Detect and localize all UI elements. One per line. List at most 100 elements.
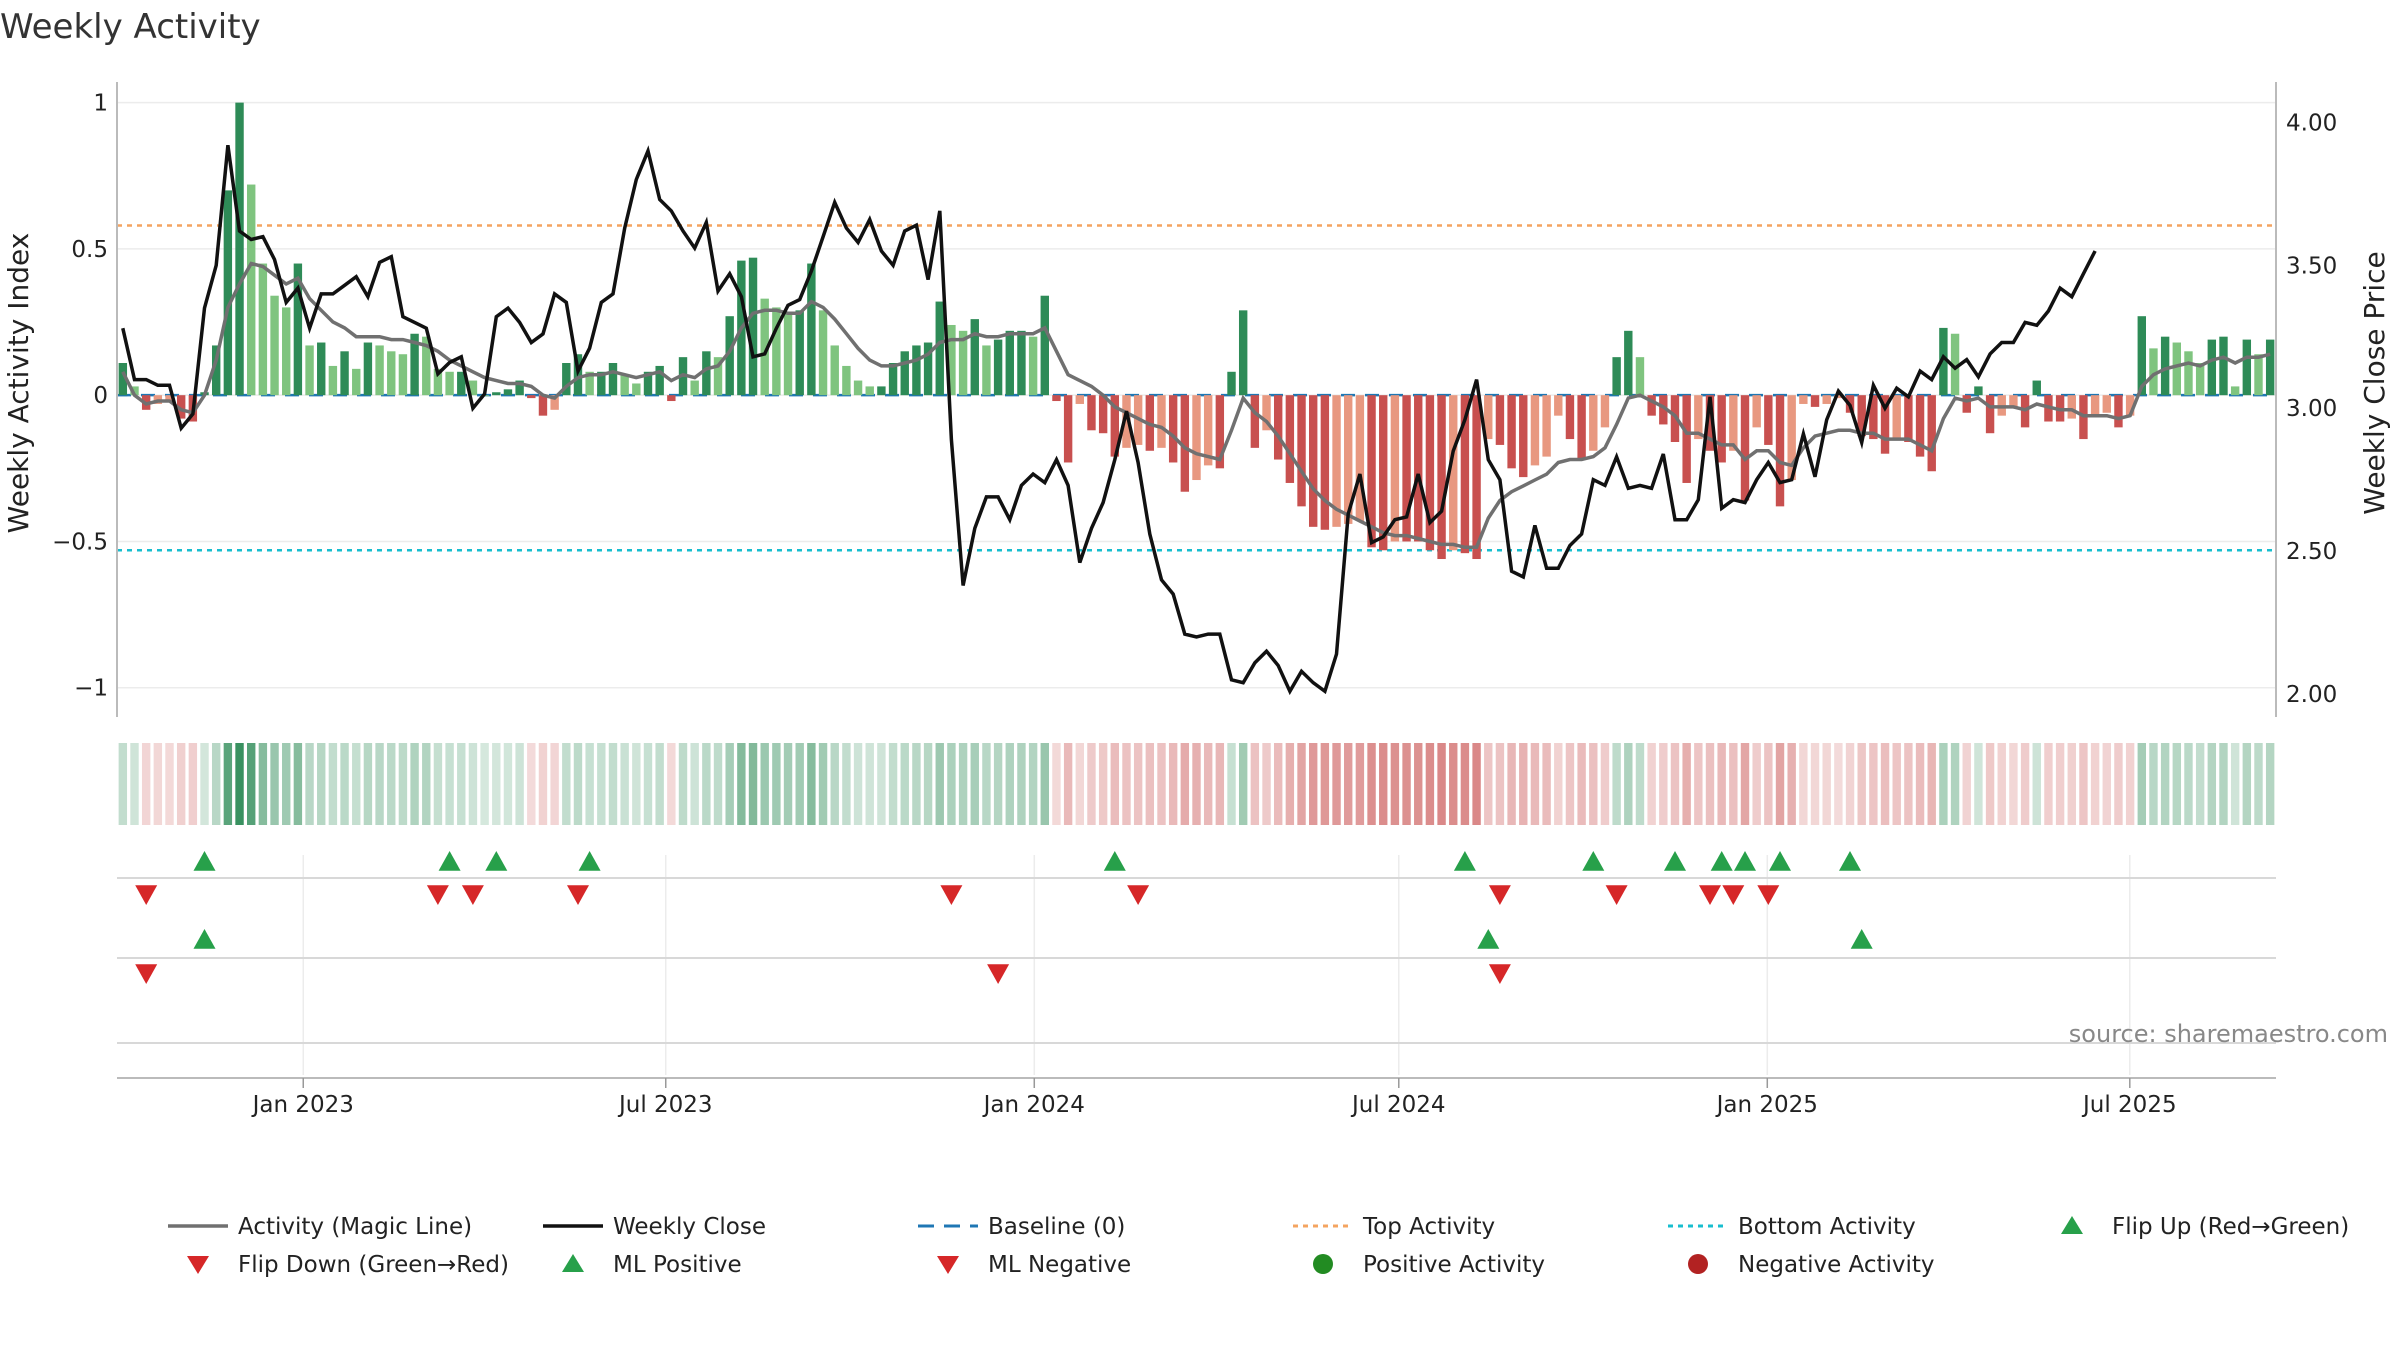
activity-bar-93 <box>1203 395 1213 466</box>
flip-down-marker-1 <box>426 885 449 905</box>
heat-cell-103 <box>1320 743 1330 825</box>
heat-cell-184 <box>2265 743 2275 825</box>
heat-cell-115 <box>1460 743 1470 825</box>
heat-cell-25 <box>410 743 419 825</box>
y-left-tick-label-4: −1 <box>74 676 108 702</box>
flip-down-marker-3 <box>567 885 589 905</box>
flip-down-marker-4 <box>940 885 963 905</box>
heat-cell-172 <box>2125 743 2135 825</box>
activity-bar-127 <box>1600 395 1610 428</box>
activity-bar-85 <box>1110 395 1120 457</box>
activity-bar-72 <box>958 330 968 396</box>
heat-cell-78 <box>1028 743 1038 825</box>
heat-cell-110 <box>1402 743 1411 825</box>
flip-up-marker-6 <box>1582 851 1605 871</box>
legend-label-weekly-close: Weekly Close <box>613 1214 766 1240</box>
heat-cell-135 <box>1694 743 1703 825</box>
activity-bar-38 <box>562 363 571 396</box>
heat-cell-14 <box>282 743 291 825</box>
heat-cell-144 <box>1799 743 1808 825</box>
heat-cell-112 <box>1425 743 1435 825</box>
activity-bar-84 <box>1098 395 1108 434</box>
heat-cell-100 <box>1285 743 1295 825</box>
heat-cell-72 <box>958 743 968 825</box>
heat-cell-140 <box>1752 743 1761 825</box>
heat-cell-107 <box>1367 743 1376 825</box>
heat-cell-125 <box>1577 743 1586 825</box>
activity-bar-145 <box>1810 395 1820 407</box>
activity-bar-100 <box>1285 395 1295 483</box>
heat-cell-175 <box>2160 743 2170 825</box>
heat-cell-58 <box>795 743 804 825</box>
activity-bar-136 <box>1705 395 1715 451</box>
y-left-tick-label-1: 0.5 <box>71 237 108 263</box>
heat-cell-31 <box>480 743 489 825</box>
heat-cell-95 <box>1227 743 1236 825</box>
legend-swatch-positive-activity <box>1313 1254 1333 1274</box>
flip-down-marker-9 <box>1722 885 1745 905</box>
activity-bar-156 <box>1939 327 1948 396</box>
heat-cell-93 <box>1203 743 1213 825</box>
activity-bar-130 <box>1635 357 1645 396</box>
flip-up-marker-10 <box>1769 851 1791 871</box>
activity-bar-140 <box>1752 395 1761 428</box>
ml-negative-marker-1 <box>987 964 1010 984</box>
heat-cell-36 <box>538 743 548 825</box>
heat-cell-182 <box>2242 743 2252 825</box>
heat-cell-156 <box>1939 743 1948 825</box>
activity-bar-108 <box>1379 395 1388 551</box>
heat-cell-1 <box>130 743 139 825</box>
flip-up-marker-2 <box>485 851 508 871</box>
flip-up-marker-7 <box>1664 851 1686 871</box>
activity-bar-67 <box>900 351 909 396</box>
heat-cell-98 <box>1262 743 1271 825</box>
activity-bar-17 <box>317 342 326 396</box>
flip-down-marker-5 <box>1127 885 1150 905</box>
heat-cell-61 <box>830 743 839 825</box>
heat-cell-71 <box>947 743 956 825</box>
ml-negative-marker-2 <box>1488 964 1511 984</box>
activity-bar-119 <box>1507 395 1516 469</box>
activity-bar-60 <box>818 310 828 396</box>
heat-cell-178 <box>2195 743 2205 825</box>
activity-bar-123 <box>1554 395 1563 416</box>
activity-bar-157 <box>1950 333 1960 396</box>
activity-bar-98 <box>1262 395 1271 431</box>
heat-cell-141 <box>1764 743 1773 825</box>
y-left-tick-label-2: 0 <box>93 383 108 409</box>
heat-cell-102 <box>1309 743 1318 825</box>
activity-bar-105 <box>1344 395 1353 524</box>
activity-bar-49 <box>690 380 699 396</box>
legend-label-positive-activity: Positive Activity <box>1363 1252 1545 1278</box>
heat-cell-127 <box>1600 743 1610 825</box>
heat-cell-119 <box>1507 743 1516 825</box>
heat-cell-120 <box>1519 743 1528 825</box>
y-right-tick-label-4: 2.00 <box>2286 682 2337 708</box>
heat-cell-111 <box>1414 743 1423 825</box>
heat-cell-9 <box>223 743 233 825</box>
activity-bar-70 <box>935 301 944 396</box>
heat-cell-146 <box>1822 743 1831 825</box>
heat-cell-43 <box>620 743 629 825</box>
magic-line-series <box>121 261 2271 550</box>
activity-bar-75 <box>993 339 1003 396</box>
activity-bar-99 <box>1273 395 1283 460</box>
heat-cell-46 <box>655 743 664 825</box>
legend-label-negative-activity: Negative Activity <box>1738 1252 1935 1278</box>
activity-bar-151 <box>1880 395 1890 454</box>
heat-cell-70 <box>935 743 944 825</box>
heat-cell-139 <box>1740 743 1750 825</box>
activity-bar-1 <box>130 386 139 396</box>
heat-cell-126 <box>1589 743 1598 825</box>
weekly-close-series <box>121 144 2097 696</box>
heat-cell-2 <box>141 743 151 825</box>
heat-cell-52 <box>725 743 734 825</box>
activity-bar-172 <box>2125 395 2135 416</box>
heat-cell-176 <box>2172 743 2182 825</box>
activity-bar-51 <box>713 357 723 396</box>
heat-cell-48 <box>678 743 688 825</box>
x-axis: Jan 2023 Jul 2023 Jan 2024 Jul 2024 Jan 2025… <box>117 1077 2276 1118</box>
activity-bar-138 <box>1729 395 1738 451</box>
activity-bar-25 <box>410 333 419 396</box>
